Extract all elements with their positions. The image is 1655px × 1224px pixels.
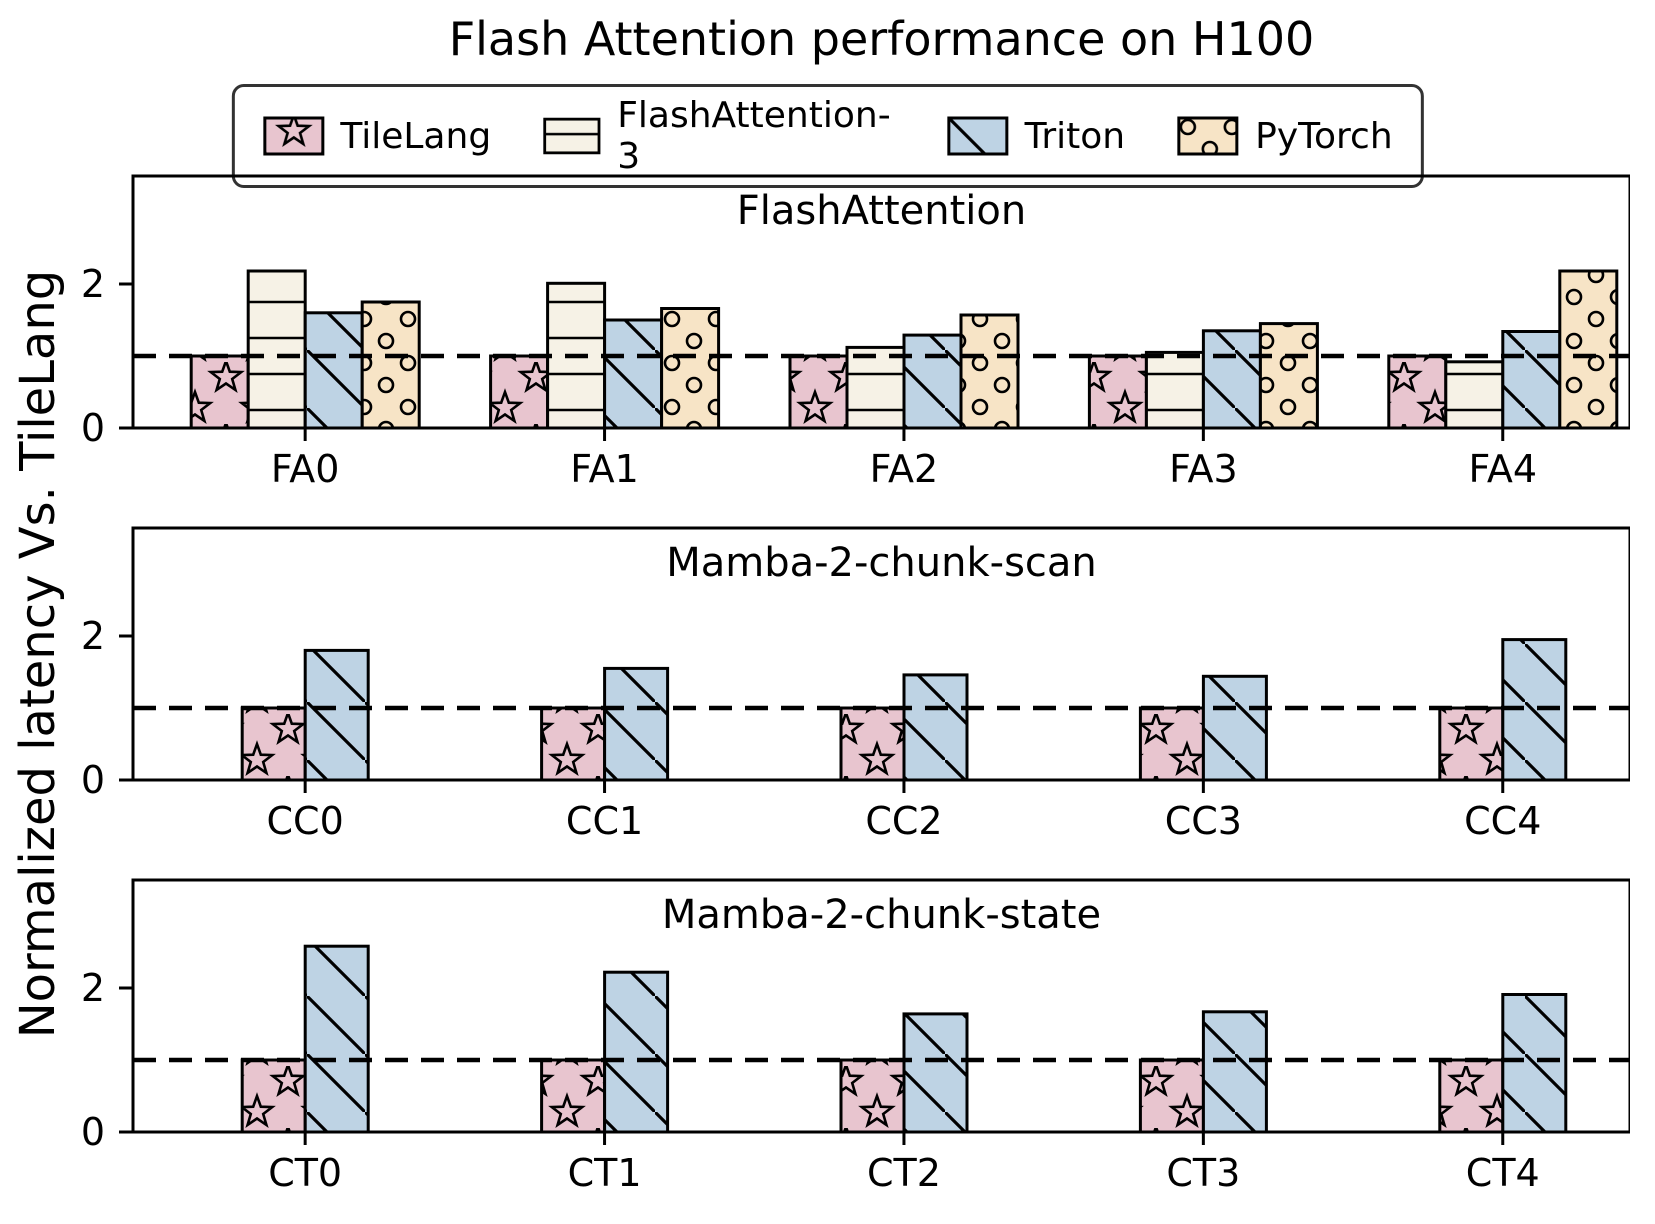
- legend-label-pytorch: PyTorch: [1255, 115, 1393, 157]
- bar-fa4-pytorch: [1558, 269, 1619, 430]
- bar-cc4-tilelang: [1438, 706, 1505, 782]
- x-tick-label-ct3: CT3: [1166, 1151, 1240, 1195]
- x-tick-label-ct0: CT0: [268, 1151, 342, 1195]
- subplot-svg-flashattention: 0 2 FA0 FA1 FA2 FA3 FA4 FlashAttention: [81, 174, 1632, 491]
- bar-cc0-triton: [303, 648, 370, 782]
- subplot-title-flashattention: FlashAttention: [737, 188, 1026, 234]
- legend-label-tilelang: TileLang: [340, 115, 492, 157]
- bar-fa2-flashattention-3: [845, 345, 906, 430]
- x-tick-label-cc2: CC2: [865, 799, 942, 843]
- bar-cc3-triton: [1201, 674, 1268, 782]
- y-tick-label: 0: [81, 406, 105, 450]
- subplot-title-mamba-2-chunk-state: Mamba-2-chunk-state: [662, 892, 1101, 938]
- legend-item-flashattention-3: FlashAttention-3: [543, 95, 894, 177]
- y-tick-label: 2: [81, 614, 105, 658]
- figure-title: Flash Attention performance on H100: [448, 12, 1315, 66]
- bar-fa0-flashattention-3: [246, 269, 307, 430]
- bar-fa2-tilelang: [788, 354, 849, 430]
- bar-ct0-triton: [303, 944, 370, 1134]
- subplot-svg-mamba-2-chunk-state: 0 2 CT0 CT1 CT2 CT3 CT4 Mamba-2-chunk-state: [81, 878, 1632, 1195]
- bar-cc1-tilelang: [540, 706, 607, 782]
- bar-ct4-tilelang: [1438, 1058, 1505, 1134]
- bar-fa1-pytorch: [660, 307, 721, 430]
- bar-ct3-tilelang: [1138, 1058, 1205, 1134]
- bar-fa4-flashattention-3: [1444, 360, 1505, 430]
- bar-fa3-triton: [1201, 329, 1262, 430]
- x-tick-label-ct1: CT1: [568, 1151, 642, 1195]
- bar-cc3-tilelang: [1138, 706, 1205, 782]
- bar-cc2-tilelang: [839, 706, 906, 782]
- x-tick-label-fa0: FA0: [271, 447, 340, 491]
- subplot-flashattention: 0 2 FA0 FA1 FA2 FA3 FA4 FlashAttention: [63, 166, 1632, 530]
- x-tick-label-ct2: CT2: [867, 1151, 941, 1195]
- subplot-mamba-2-chunk-state: 0 2 CT0 CT1 CT2 CT3 CT4 Mamba-2-chunk-state: [63, 870, 1632, 1224]
- y-tick-label: 0: [81, 1110, 105, 1154]
- bar-fa0-tilelang: [189, 354, 250, 430]
- bar-cc0-tilelang: [240, 706, 307, 782]
- bar-fa0-triton: [303, 311, 364, 430]
- y-tick-label: 2: [81, 966, 105, 1010]
- x-tick-label-fa4: FA4: [1468, 447, 1537, 491]
- bar-ct4-triton: [1501, 993, 1568, 1134]
- bar-ct2-triton: [902, 1012, 969, 1134]
- legend-swatch-tilelang-icon: [262, 116, 324, 156]
- bar-cc2-triton: [902, 673, 969, 782]
- bar-fa2-pytorch: [959, 313, 1020, 430]
- bar-fa1-triton: [603, 318, 664, 430]
- bar-fa3-flashattention-3: [1144, 350, 1205, 430]
- subplot-svg-mamba-2-chunk-scan: 0 2 CC0 CC1 CC2 CC3 CC4 Mamba-2-chunk-scan: [81, 526, 1632, 843]
- bar-ct1-tilelang: [540, 1058, 607, 1134]
- y-tick-label: 2: [81, 262, 105, 306]
- x-tick-label-fa3: FA3: [1169, 447, 1238, 491]
- bar-fa4-triton: [1501, 330, 1562, 430]
- subplot-mamba-2-chunk-scan: 0 2 CC0 CC1 CC2 CC3 CC4 Mamba-2-chunk-scan: [63, 518, 1632, 882]
- legend: TileLang FlashAttention-3 Triton PyTorch: [231, 84, 1424, 188]
- bar-ct3-triton: [1201, 1010, 1268, 1134]
- bar-fa0-pytorch: [360, 300, 421, 430]
- legend-label-flashattention-3: FlashAttention-3: [617, 95, 891, 177]
- legend-item-tilelang: TileLang: [262, 116, 491, 157]
- bar-ct2-tilelang: [839, 1058, 906, 1134]
- x-tick-label-ct4: CT4: [1466, 1151, 1540, 1195]
- bar-ct0-tilelang: [240, 1058, 307, 1134]
- bar-fa4-tilelang: [1387, 354, 1448, 430]
- bar-ct1-triton: [603, 970, 670, 1134]
- bar-fa3-tilelang: [1087, 354, 1148, 430]
- legend-label-triton: Triton: [1024, 115, 1126, 157]
- x-tick-label-cc4: CC4: [1464, 799, 1541, 843]
- bar-fa1-tilelang: [489, 354, 550, 430]
- x-tick-label-cc3: CC3: [1165, 799, 1242, 843]
- x-tick-label-fa1: FA1: [570, 447, 639, 491]
- y-tick-label: 0: [81, 758, 105, 802]
- legend-item-triton: Triton: [947, 116, 1125, 157]
- legend-swatch-pytorch-icon: [1177, 116, 1239, 156]
- legend-swatch-triton-icon: [947, 116, 1009, 156]
- legend-swatch-flashattention-3-icon: [543, 117, 601, 155]
- legend-item-pytorch: PyTorch: [1177, 116, 1393, 157]
- x-tick-label-fa2: FA2: [870, 447, 939, 491]
- x-tick-label-cc0: CC0: [267, 799, 344, 843]
- bar-cc1-triton: [603, 666, 670, 782]
- bar-fa3-pytorch: [1258, 322, 1319, 430]
- bar-fa2-triton: [902, 333, 963, 430]
- x-tick-label-cc1: CC1: [566, 799, 643, 843]
- bar-fa1-flashattention-3: [546, 281, 607, 430]
- subplot-title-mamba-2-chunk-scan: Mamba-2-chunk-scan: [666, 540, 1097, 586]
